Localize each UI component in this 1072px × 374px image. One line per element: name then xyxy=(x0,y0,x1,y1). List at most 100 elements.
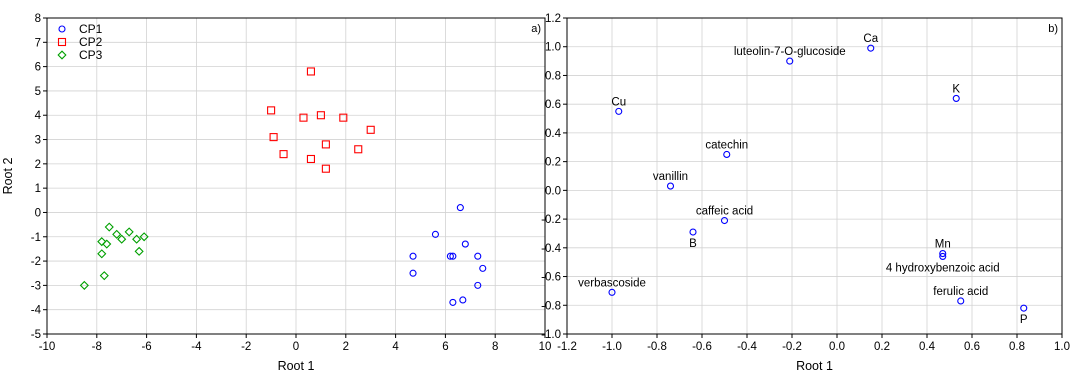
y-tick-label: -0.6 xyxy=(541,272,561,284)
cp3-point xyxy=(102,239,112,249)
loading-point xyxy=(957,297,965,305)
cp3-point xyxy=(97,249,107,259)
legend-marker-cp3 xyxy=(57,50,67,60)
y-tick-label: -0.4 xyxy=(541,243,561,255)
cp3-point xyxy=(134,246,144,256)
y-tick-label: 0.4 xyxy=(545,128,562,140)
cp2-point xyxy=(354,145,363,154)
cp1-point xyxy=(409,269,417,277)
legend-marker-cp1 xyxy=(58,25,66,33)
x-tick-label: -0.6 xyxy=(692,341,712,353)
y-tick-label: -4 xyxy=(31,305,42,317)
cp1-point xyxy=(431,230,439,238)
cp3-point xyxy=(112,229,122,239)
x-tick-label: 4 xyxy=(392,341,399,353)
x-tick-label: 0.2 xyxy=(874,341,890,353)
cp3-point xyxy=(124,227,134,237)
y-tick-label: -1 xyxy=(31,232,41,244)
y-tick-label: 6 xyxy=(35,62,41,74)
cp2-point xyxy=(321,164,330,173)
loading-point xyxy=(952,94,960,102)
loading-point xyxy=(608,288,616,296)
y-tick-label: 7 xyxy=(35,37,41,49)
x-tick-label: -0.8 xyxy=(647,341,667,353)
cp3-point xyxy=(132,234,142,244)
x-tick-label: -10 xyxy=(39,341,56,353)
x-tick-label: 1.0 xyxy=(1054,341,1070,353)
y-tick-label: 1.2 xyxy=(545,13,561,25)
x-tick-label: -0.2 xyxy=(782,341,802,353)
x-tick-label: 0.0 xyxy=(829,341,845,353)
y-tick-label: 3 xyxy=(35,135,41,147)
y-tick-label: 0 xyxy=(35,207,41,219)
cp1-point xyxy=(449,252,457,260)
legend-marker-cp2 xyxy=(57,37,67,47)
loading-point xyxy=(720,216,729,225)
point-label: Ca xyxy=(863,33,878,45)
x-tick-label: 0 xyxy=(293,341,299,353)
x-tick-label: -4 xyxy=(191,341,202,353)
x-tick-label: -6 xyxy=(141,341,151,353)
loading-point xyxy=(867,44,875,52)
loading-point xyxy=(1020,304,1028,312)
cp3-point xyxy=(99,271,109,281)
cp1-point xyxy=(446,252,454,260)
point-label: P xyxy=(1020,314,1028,326)
x-tick-label: -8 xyxy=(92,341,102,353)
x-tick-label: -1.0 xyxy=(602,341,622,353)
x-tick-label: 0.8 xyxy=(1009,341,1025,353)
loading-point xyxy=(939,252,947,260)
y-tick-label: 0.0 xyxy=(545,185,561,197)
point-label: 4 hydroxybenzoic acid xyxy=(886,262,1000,274)
y-tick-label: 0.2 xyxy=(545,157,561,169)
plot-frame xyxy=(46,17,546,335)
cp1-point xyxy=(479,264,487,272)
y-tick-label: -5 xyxy=(31,329,41,341)
y-tick-label: -2 xyxy=(31,256,41,268)
panel-label: a) xyxy=(531,23,541,35)
x-tick-label: 10 xyxy=(539,341,552,353)
cp3-point xyxy=(104,222,114,232)
point-label: vanillin xyxy=(653,171,688,183)
cp2-point xyxy=(306,67,315,76)
cp1-point xyxy=(474,252,482,260)
point-label: luteolin-7-O-glucoside xyxy=(734,46,846,58)
cp2-point xyxy=(269,133,278,142)
cp1-point xyxy=(409,252,417,260)
y-tick-label: 4 xyxy=(35,110,42,122)
point-label: B xyxy=(689,238,697,250)
x-axis-title: Root 1 xyxy=(278,359,315,373)
cp3-point xyxy=(117,234,127,244)
y-tick-label: -0.2 xyxy=(541,214,561,226)
x-tick-label: -0.4 xyxy=(737,341,757,353)
y-tick-label: 5 xyxy=(35,86,41,98)
x-tick-label: 0.6 xyxy=(964,341,980,353)
cp1-point xyxy=(459,296,467,304)
x-tick-label: 8 xyxy=(492,341,498,353)
x-tick-label: 2 xyxy=(343,341,349,353)
cp1-point xyxy=(449,298,457,306)
point-label: catechin xyxy=(705,139,748,151)
y-tick-label: 8 xyxy=(35,13,41,25)
y-tick-label: 1.0 xyxy=(545,42,561,54)
cp2-point xyxy=(321,140,330,149)
cp3-point xyxy=(97,237,107,247)
cp2-point xyxy=(267,106,276,115)
loading-point xyxy=(786,57,794,65)
x-tick-label: -1.2 xyxy=(557,341,577,353)
cp2-point xyxy=(366,125,375,134)
y-tick-label: -0.8 xyxy=(541,300,561,312)
legend-label-cp3: CP3 xyxy=(79,48,103,62)
legend-label-cp2: CP2 xyxy=(79,35,103,49)
y-axis-title: Root 2 xyxy=(1,158,15,195)
point-label: K xyxy=(952,83,960,95)
loading-point xyxy=(689,228,697,236)
cp1-point xyxy=(461,240,469,248)
point-label: verbascoside xyxy=(578,277,646,289)
cp1-point xyxy=(456,204,464,212)
y-tick-label: 1 xyxy=(35,183,41,195)
x-tick-label: 6 xyxy=(442,341,448,353)
cp2-point xyxy=(279,150,288,159)
loading-point xyxy=(939,250,947,258)
